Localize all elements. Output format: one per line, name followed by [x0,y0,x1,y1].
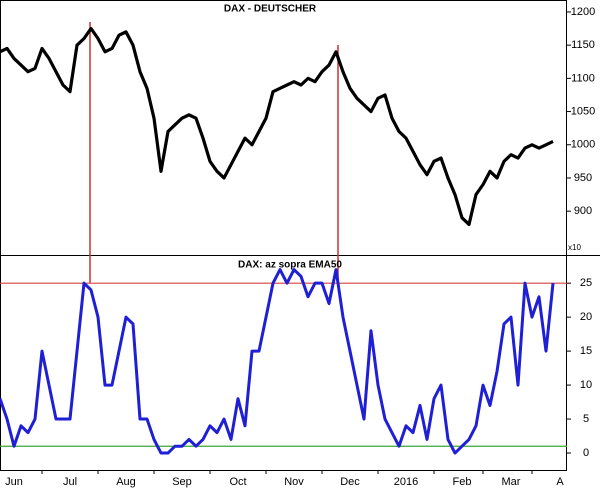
x-tick-label: A [556,476,564,488]
x-tick-label: Aug [116,476,136,488]
x-tick-label: Jun [5,476,23,488]
series-line [0,268,555,455]
y-tick-label: 5 [583,413,589,425]
y-tick-label: 15 [580,345,592,357]
x-tick-label: Dec [340,476,360,488]
y-tick-label: 950 [574,172,592,184]
y-tick-label: 1000 [571,139,595,151]
y-tick-label: 25 [580,277,592,289]
x-tick-label: Oct [229,476,246,488]
y-tick-label: 1100 [571,72,595,84]
y-tick-label: 10 [580,379,592,391]
y-tick-label: 0 [583,447,589,459]
axis-note: x10 [568,243,581,252]
x-tick-label: Feb [453,476,472,488]
x-tick-label: Nov [284,476,304,488]
y-tick-label: 1150 [571,39,595,51]
y-tick-label: 900 [574,205,592,217]
panel-title: DAX - DEUTSCHER [224,4,317,15]
y-tick-label: 20 [580,311,592,323]
x-tick-label: 2016 [394,476,418,488]
x-tick-label: Jul [63,476,77,488]
x-tick-label: Mar [502,476,521,488]
y-tick-label: 1050 [571,105,595,117]
series-line [0,26,554,227]
panel-title: DAX: az sopra EMA50 [238,260,342,271]
frame [0,0,567,471]
x-tick-label: Sep [172,476,192,488]
y-tick-label: 1200 [571,6,595,18]
